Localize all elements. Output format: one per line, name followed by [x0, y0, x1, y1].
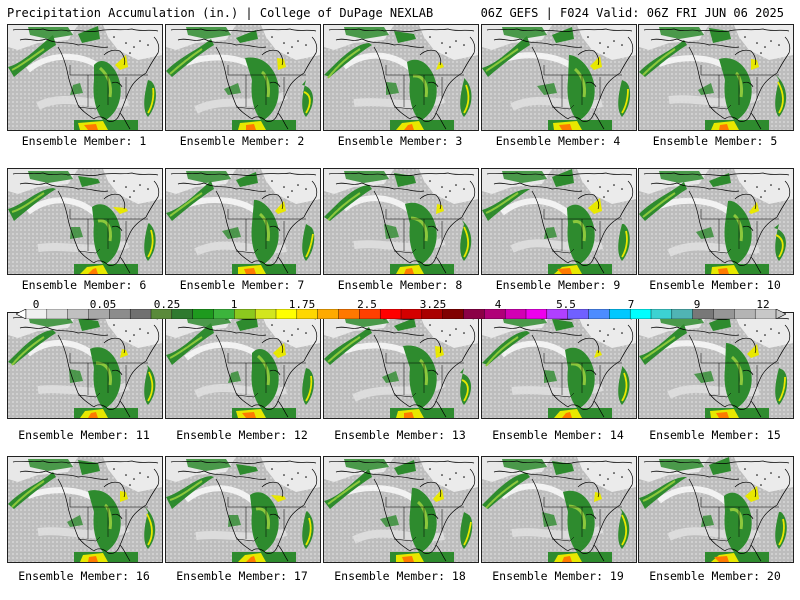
colorbar [16, 309, 786, 319]
ensemble-member-map [323, 456, 479, 563]
colorbar-segment [400, 309, 423, 319]
ensemble-member-map [7, 312, 163, 419]
ensemble-member-map [7, 168, 163, 275]
colorbar-segment [129, 309, 152, 319]
colorbar-segment [463, 309, 485, 319]
colorbar-tick-label: 1.75 [288, 298, 316, 311]
ensemble-member-map [481, 312, 637, 419]
colorbar-segment [692, 309, 715, 319]
colorbar-segment [421, 309, 444, 319]
colorbar-segment [379, 309, 402, 319]
ensemble-member-label: Ensemble Member: 6 [21, 278, 147, 292]
ensemble-member-map [165, 24, 321, 131]
colorbar-segment [442, 309, 464, 319]
ensemble-member-label: Ensemble Member: 1 [21, 134, 147, 148]
colorbar-segment [546, 309, 569, 319]
colorbar-segment [629, 309, 652, 319]
ensemble-member-map [165, 312, 321, 419]
ensemble-member-map [638, 168, 794, 275]
ensemble-member-map [165, 456, 321, 563]
colorbar-tick-label: 4 [494, 298, 502, 311]
colorbar-min-arrow [16, 309, 27, 319]
colorbar-segment [213, 309, 235, 319]
ensemble-member-label: Ensemble Member: 7 [179, 278, 305, 292]
colorbar-max-arrow [775, 309, 786, 319]
colorbar-segment [338, 309, 360, 319]
colorbar-segment [713, 309, 735, 319]
colorbar-segment [234, 309, 256, 319]
colorbar-segment [67, 309, 90, 319]
colorbar-segment [88, 309, 110, 319]
colorbar-tick-label: 0.05 [89, 298, 117, 311]
colorbar-segment [109, 309, 131, 319]
colorbar-segment [650, 309, 673, 319]
chart-title: Precipitation Accumulation (in.) | Colle… [7, 6, 434, 20]
ensemble-member-label: Ensemble Member: 4 [495, 134, 621, 148]
colorbar-tick-label: 5.5 [556, 298, 576, 311]
ensemble-member-label: Ensemble Member: 14 [492, 428, 624, 442]
ensemble-member-label: Ensemble Member: 11 [18, 428, 150, 442]
ensemble-member-label: Ensemble Member: 12 [176, 428, 308, 442]
ensemble-member-map [481, 24, 637, 131]
colorbar-tick-label: 7 [627, 298, 635, 311]
colorbar-segment [254, 309, 277, 319]
colorbar-segment [150, 309, 173, 319]
ensemble-member-map [638, 312, 794, 419]
colorbar-segment [359, 309, 381, 319]
colorbar-segment [525, 309, 548, 319]
ensemble-member-label: Ensemble Member: 18 [334, 569, 466, 583]
colorbar-segment [192, 309, 215, 319]
ensemble-member-label: Ensemble Member: 20 [649, 569, 781, 583]
ensemble-member-map [481, 456, 637, 563]
colorbar-segment [317, 309, 339, 319]
colorbar-labels: 0 0.05 0.25 1 1.75 2.5 3.25 4 5.5 7 9 12 [0, 298, 800, 311]
ensemble-member-map [7, 456, 163, 563]
ensemble-member-label: Ensemble Member: 5 [652, 134, 778, 148]
colorbar-segment [671, 309, 694, 319]
colorbar-segment [609, 309, 631, 319]
colorbar-tick-label: 2.5 [357, 298, 377, 311]
colorbar-segment [25, 309, 48, 319]
colorbar-segment [504, 309, 527, 319]
colorbar-segment [484, 309, 506, 319]
ensemble-member-map [323, 168, 479, 275]
ensemble-member-label: Ensemble Member: 9 [495, 278, 621, 292]
ensemble-member-map [7, 24, 163, 131]
colorbar-tick-label: 9 [693, 298, 701, 311]
ensemble-member-label: Ensemble Member: 19 [492, 569, 624, 583]
colorbar-segment [588, 309, 610, 319]
ensemble-member-label: Ensemble Member: 3 [337, 134, 463, 148]
colorbar-segment [275, 309, 298, 319]
ensemble-member-map [638, 24, 794, 131]
ensemble-member-label: Ensemble Member: 2 [179, 134, 305, 148]
ensemble-member-map [165, 168, 321, 275]
ensemble-member-map [323, 24, 479, 131]
colorbar-tick-label: 0 [32, 298, 40, 311]
run-info: 06Z GEFS | F024 Valid: 06Z FRI JUN 06 20… [480, 6, 784, 20]
ensemble-member-label: Ensemble Member: 10 [649, 278, 781, 292]
ensemble-member-label: Ensemble Member: 15 [649, 428, 781, 442]
colorbar-segment [171, 309, 194, 319]
colorbar-tick-label: 1 [230, 298, 238, 311]
colorbar-segment [567, 309, 590, 319]
colorbar-tick-label: 3.25 [419, 298, 447, 311]
colorbar-segment [754, 309, 777, 319]
colorbar-segment [734, 309, 756, 319]
ensemble-member-map [323, 312, 479, 419]
ensemble-member-label: Ensemble Member: 17 [176, 569, 308, 583]
ensemble-member-label: Ensemble Member: 8 [337, 278, 463, 292]
ensemble-member-label: Ensemble Member: 16 [18, 569, 150, 583]
colorbar-tick-label: 0.25 [153, 298, 181, 311]
ensemble-member-map [481, 168, 637, 275]
colorbar-tick-label: 12 [756, 298, 770, 311]
ensemble-member-map [638, 456, 794, 563]
ensemble-member-label: Ensemble Member: 13 [334, 428, 466, 442]
colorbar-segment [46, 309, 69, 319]
colorbar-segment [296, 309, 319, 319]
